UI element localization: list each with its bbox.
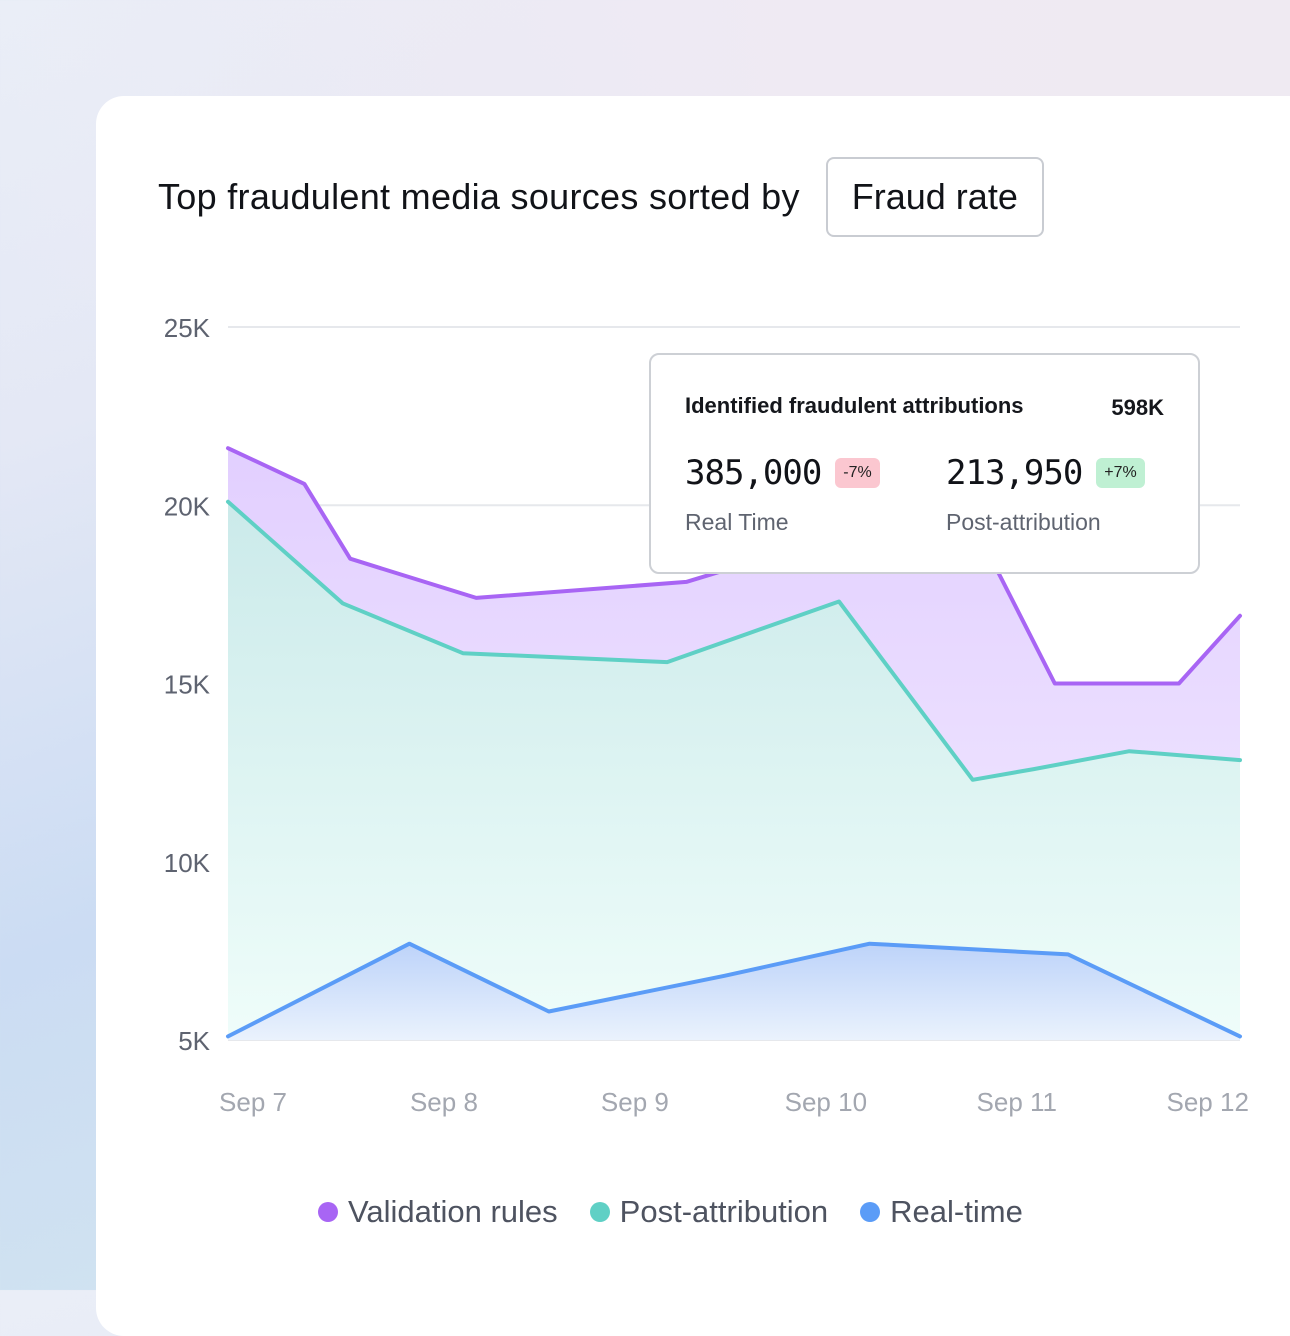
change-badge: -7% [835,458,880,488]
legend-dot-icon [860,1202,881,1222]
legend-item-validation-rules[interactable]: Validation rules [318,1194,558,1230]
x-tick-label: Sep 9 [601,1087,669,1117]
line-real-time [226,941,1242,1039]
chart-legend: Validation rules Post-attribution Real-t… [318,1190,1055,1234]
legend-item-real-time[interactable]: Real-time [860,1194,1023,1230]
line-post-attribution [226,499,1242,782]
data-tooltip: Identified fraudulent attributions 598K … [649,353,1200,574]
x-tick-label: Sep 10 [785,1087,867,1117]
x-axis: Sep 7 Sep 8 Sep 9 Sep 10 Sep 11 Sep 12 [219,1087,1249,1117]
legend-label: Real-time [890,1194,1023,1229]
y-tick-label: 25K [164,313,211,343]
y-tick-label: 15K [164,670,211,700]
x-tick-label: Sep 7 [219,1087,287,1117]
y-axis: 5K 10K 15K 20K 25K [164,313,211,1056]
x-tick-label: Sep 8 [410,1087,478,1117]
x-tick-label: Sep 12 [1167,1087,1249,1117]
change-badge: +7% [1096,458,1145,488]
tooltip-metric-real-time: 385,000 -7% [685,453,880,493]
metric-value: 213,950 [946,453,1083,493]
area-post-attribution [228,501,1240,1040]
legend-item-post-attribution[interactable]: Post-attribution [589,1194,829,1230]
legend-dot-icon [589,1202,610,1222]
area-real-time [228,943,1240,1040]
tooltip-metric-post-attribution: 213,950 +7% [946,453,1145,493]
chart-title: Top fraudulent media sources sorted by [158,176,800,217]
y-tick-label: 5K [178,1026,210,1056]
legend-label: Validation rules [348,1194,558,1229]
x-tick-label: Sep 11 [977,1087,1057,1117]
tooltip-title: Identified fraudulent attributions [685,393,1024,418]
metric-value: 385,000 [685,453,822,493]
area-fills [228,448,1240,1040]
metric-label: Post-attribution [946,509,1101,535]
legend-label: Post-attribution [619,1194,829,1229]
metric-label: Real Time [685,509,789,535]
tooltip-total: 598K [1111,395,1164,420]
chart-header: Top fraudulent media sources sorted by F… [158,156,1044,238]
legend-dot-icon [318,1202,338,1222]
y-tick-label: 10K [164,848,211,878]
y-tick-label: 20K [164,491,211,521]
sort-by-dropdown[interactable]: Fraud rate [825,157,1044,237]
